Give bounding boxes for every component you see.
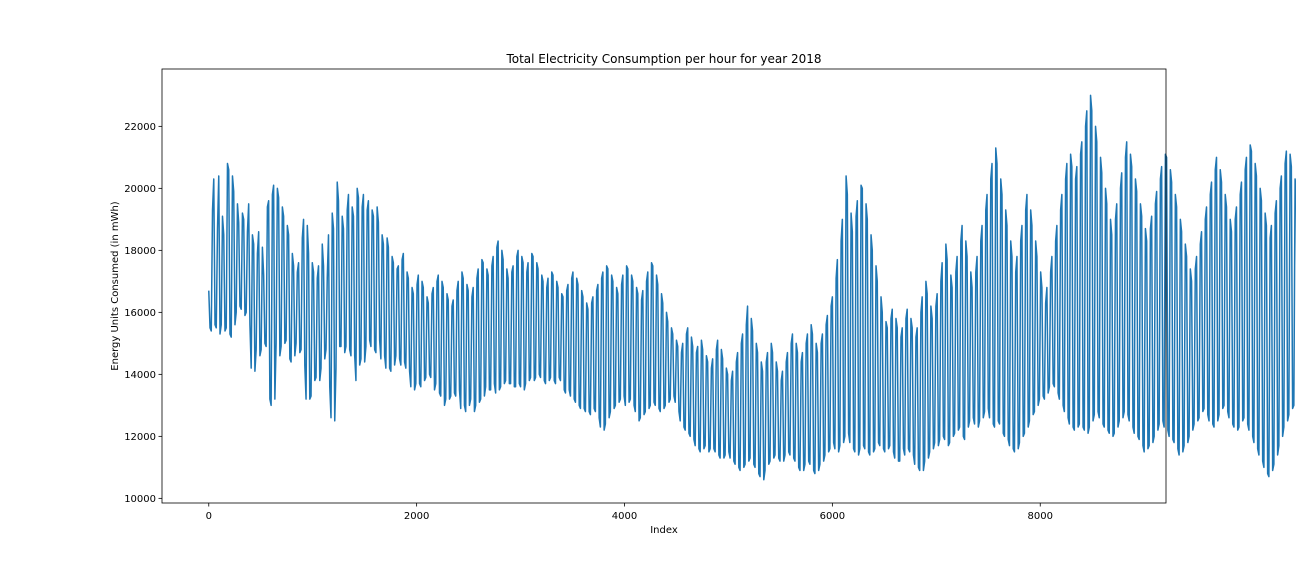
x-axis: 0 2000 4000 6000 8000 — [206, 503, 1053, 522]
y-tick-label: 10000 — [124, 494, 156, 505]
y-tick-label: 12000 — [124, 432, 156, 443]
plot-area — [208, 94, 1296, 481]
x-axis-label: Index — [650, 525, 678, 536]
x-tick-label: 4000 — [612, 511, 637, 522]
x-tick-label: 8000 — [1028, 511, 1053, 522]
y-tick-label: 22000 — [124, 122, 156, 133]
y-axis-label: Energy Units Consumed (in mWh) — [110, 201, 121, 371]
axes-frame — [161, 68, 1167, 504]
x-tick-label: 0 — [206, 511, 212, 522]
x-tick-label: 6000 — [820, 511, 845, 522]
y-axis: 10000 12000 14000 16000 18000 20000 22000 — [124, 122, 162, 505]
series-line — [208, 94, 1296, 481]
y-tick-label: 16000 — [124, 308, 156, 319]
y-tick-label: 18000 — [124, 246, 156, 257]
y-tick-label: 14000 — [124, 370, 156, 381]
x-tick-label: 2000 — [404, 511, 429, 522]
chart-title: Total Electricity Consumption per hour f… — [505, 52, 821, 66]
y-tick-label: 20000 — [124, 184, 156, 195]
